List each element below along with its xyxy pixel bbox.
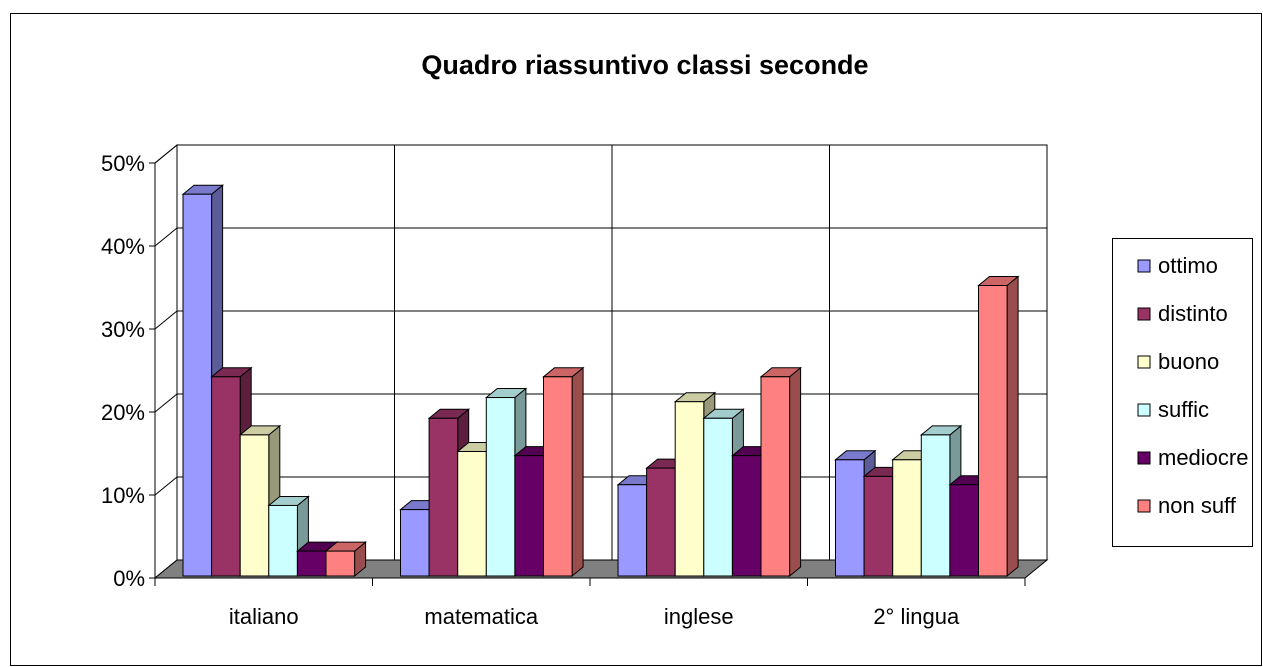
legend-label: distinto: [1158, 301, 1228, 326]
legend-label: suffic: [1158, 397, 1209, 422]
grid-line: [154, 144, 1047, 164]
bar-front: [920, 434, 951, 577]
legend-label: non suff: [1158, 493, 1237, 518]
bar: [324, 541, 368, 578]
chart-title: Quadro riassuntivo classi seconde: [421, 50, 868, 80]
y-tick-label: 40%: [101, 234, 145, 259]
bar-front: [703, 417, 733, 577]
bar-side: [571, 366, 584, 578]
bar-front: [949, 484, 980, 577]
bar-front: [296, 550, 327, 577]
bar-front: [892, 459, 922, 577]
bar-front: [239, 434, 270, 577]
y-tick-label: 10%: [101, 483, 145, 508]
bar-front: [731, 455, 762, 577]
x-tick-label: 2° lingua: [873, 604, 960, 629]
y-tick-label: 50%: [101, 151, 145, 176]
legend-swatch: [1137, 499, 1151, 513]
y-tick-label: 0%: [113, 566, 145, 591]
grid-line: [154, 393, 1047, 413]
bar-front: [211, 376, 241, 577]
legend-label: ottimo: [1158, 253, 1218, 278]
bar-front: [978, 285, 1008, 577]
y-tick-label: 20%: [101, 400, 145, 425]
legend-label: buono: [1158, 349, 1219, 374]
bar: [542, 366, 585, 578]
bar-front: [863, 475, 894, 577]
grid-line: [154, 310, 1047, 330]
bar-front: [325, 550, 356, 577]
legend-label: mediocre: [1158, 445, 1248, 470]
x-tick-label: inglese: [664, 604, 734, 629]
bar-front: [485, 397, 516, 577]
bar: [977, 275, 1020, 578]
side-wall: [154, 143, 178, 580]
x-tick-label: italiano: [229, 604, 299, 629]
legend: [1112, 238, 1253, 547]
bar-front: [182, 193, 213, 577]
bar-front: [835, 459, 865, 577]
bar-front: [457, 451, 487, 577]
bar-front: [268, 504, 298, 577]
x-tick-label: matematica: [424, 604, 538, 629]
grid-line: [154, 227, 1047, 247]
y-tick-label: 30%: [101, 317, 145, 342]
legend-swatch: [1137, 307, 1151, 321]
bar-front: [760, 376, 791, 577]
legend-swatch: [1137, 451, 1151, 465]
bar: [730, 445, 774, 578]
bar-front: [646, 467, 676, 577]
legend-swatch: [1137, 259, 1151, 273]
bar: [759, 366, 803, 578]
bar-front: [617, 484, 648, 577]
bar-front: [674, 401, 705, 577]
bar-side: [1006, 275, 1019, 578]
bar-front: [400, 509, 430, 577]
legend-swatch: [1137, 403, 1151, 417]
bar-front: [514, 455, 545, 577]
legend-swatch: [1137, 355, 1151, 369]
bar-side: [789, 366, 802, 578]
bar-front: [428, 417, 459, 577]
bar-front: [543, 376, 573, 577]
